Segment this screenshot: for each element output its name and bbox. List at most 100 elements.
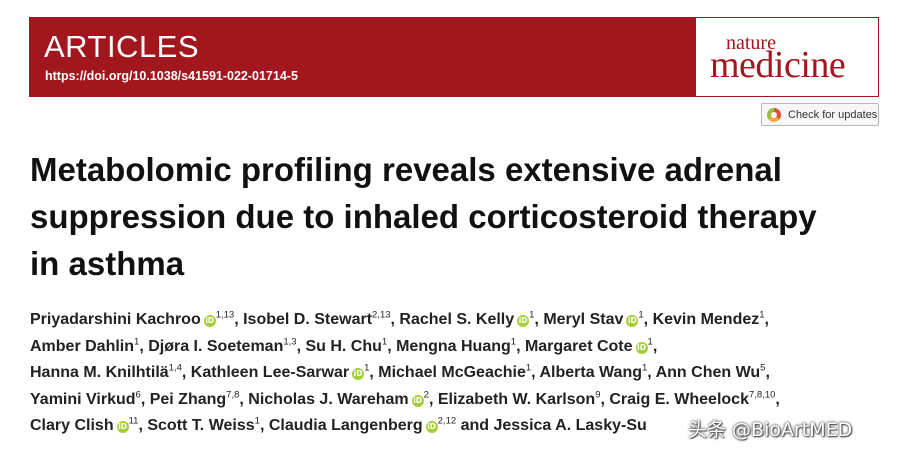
author-entry: Michael McGeachie1, [378, 362, 540, 381]
affiliation-superscript: 7,8 [226, 389, 240, 401]
crossmark-icon [767, 107, 781, 122]
author-name[interactable]: Kathleen Lee-Sarwar [190, 364, 350, 381]
author-separator: , [390, 311, 400, 328]
author-separator: , [139, 337, 149, 355]
author-separator: , [428, 390, 438, 408]
author-name[interactable]: Su H. Chu [305, 337, 382, 355]
check-for-updates-label: Check for updates [788, 108, 878, 121]
author-name[interactable]: Hanna M. Knilhtilä [30, 364, 169, 381]
author-name[interactable]: Jessica A. Lasky-Su [493, 417, 647, 434]
author-name[interactable]: Alberta Wang [539, 364, 642, 381]
author-entry: Alberta Wang1, [539, 362, 656, 381]
author-name[interactable]: Rachel S. Kelly [399, 311, 515, 328]
author-entry: Su H. Chu1, [305, 336, 396, 355]
author-separator: , [643, 311, 653, 328]
author-line: Yamini Virkud6, Pei Zhang7,8, Nicholas J… [30, 387, 900, 414]
affiliation-superscript: 1 [642, 362, 648, 374]
author-name[interactable]: Michael McGeachie [378, 364, 526, 381]
author-separator: , [647, 364, 656, 381]
author-entry: Isobel D. Stewart2,13, [243, 309, 400, 328]
orcid-icon[interactable]: iD [517, 315, 530, 327]
title-line: in asthma [30, 245, 185, 282]
author-line: Priyadarshini Kachroo iD 1,13, Isobel D. S… [30, 307, 900, 334]
orcid-icon[interactable]: iD [203, 315, 216, 327]
author-name[interactable]: Djøra I. Soeteman [148, 337, 284, 355]
logo-line-nature: nature [726, 32, 776, 54]
author-name[interactable]: Ann Chen Wu [655, 364, 761, 381]
title-line: Metabolomic profiling reveals extensive … [30, 151, 782, 188]
logo-line-medicine: medicine [710, 44, 846, 86]
author-entry: Djøra I. Soeteman1,3, [148, 336, 306, 355]
author-separator: , [239, 390, 249, 408]
affiliation-superscript: 2,13 [372, 309, 391, 321]
author-separator: , [138, 417, 148, 434]
orcid-icon[interactable]: iD [116, 421, 129, 433]
author-name[interactable]: Margaret Cote [524, 337, 633, 355]
author-entry: Yamini Virkud6, [30, 389, 150, 408]
orcid-icon[interactable]: iD [425, 421, 438, 433]
author-entry: Margaret Cote iD 1, [524, 337, 658, 355]
author-name[interactable]: Claudia Langenberg [268, 417, 423, 434]
author-entry: Kathleen Lee-Sarwar iD 1, [190, 363, 379, 381]
author-separator: , [531, 364, 540, 381]
orcid-icon[interactable]: iD [411, 394, 424, 407]
affiliation-superscript: 1,13 [215, 309, 235, 321]
author-line: Clary Clish iD 11, Scott T. Weiss1, Claudi… [30, 413, 900, 440]
author-entry: Craig E. Wheelock7,8,10, [609, 390, 780, 408]
author-name[interactable]: Isobel D. Stewart [243, 311, 373, 328]
author-entry: Clary Clish iD 11, [30, 415, 148, 434]
affiliation-superscript: 9 [595, 389, 601, 401]
check-for-updates-button[interactable]: Check for updates [761, 103, 879, 126]
orcid-icon[interactable]: iD [352, 368, 365, 380]
author-name[interactable]: Nicholas J. Wareham [248, 390, 409, 408]
journal-logo[interactable]: nature medicine [695, 17, 879, 97]
author-name[interactable]: Amber Dahlin [30, 337, 135, 355]
author-separator: , [652, 337, 658, 355]
author-entry: Priyadarshini Kachroo iD 1,13, [30, 309, 244, 328]
author-separator: , [296, 337, 306, 355]
affiliation-superscript: 1 [254, 415, 260, 427]
affiliation-superscript: 1 [381, 336, 388, 348]
author-name[interactable]: Meryl Stav [543, 311, 624, 328]
affiliation-superscript: 11 [128, 415, 139, 427]
affiliation-superscript: 1,3 [283, 336, 297, 348]
author-entry: Kevin Mendez1, [652, 309, 769, 328]
author-entry: Nicholas J. Wareham iD 2, [248, 389, 438, 408]
author-separator: and [456, 417, 494, 434]
affiliation-superscript: 6 [135, 389, 141, 401]
author-separator: , [765, 364, 770, 381]
author-name[interactable]: Pei Zhang [149, 390, 227, 408]
author-line: Hanna M. Knilhtilä1,4, Kathleen Lee-Sarw… [30, 360, 900, 387]
author-name[interactable]: Elizabeth W. Karlson [437, 390, 596, 408]
author-name[interactable]: Mengna Huang [396, 337, 511, 355]
author-entry: Pei Zhang7,8, [149, 389, 249, 408]
affiliation-superscript: 1 [759, 309, 765, 321]
author-name[interactable]: Kevin Mendez [652, 311, 760, 328]
affiliation-superscript: 1 [638, 309, 644, 321]
author-entry: Scott T. Weiss1, [147, 415, 269, 434]
title-line: suppression due to inhaled corticosteroi… [30, 198, 817, 235]
author-name[interactable]: Scott T. Weiss [147, 417, 255, 434]
author-separator: , [181, 364, 191, 381]
author-separator: , [140, 390, 150, 408]
orcid-icon[interactable]: iD [635, 341, 648, 354]
author-name[interactable]: Priyadarshini Kachroo [30, 311, 201, 328]
affiliation-superscript: 5 [760, 362, 766, 374]
author-name[interactable]: Craig E. Wheelock [609, 390, 749, 408]
author-separator: , [369, 364, 379, 381]
orcid-icon[interactable]: iD [626, 315, 639, 327]
affiliation-superscript: 1 [134, 336, 140, 348]
section-label: ARTICLES [44, 29, 200, 64]
author-separator: , [764, 311, 769, 328]
author-name[interactable]: Yamini Virkud [30, 390, 136, 408]
affiliation-superscript: 1,4 [168, 362, 182, 374]
author-separator: , [234, 311, 244, 328]
author-entry: Claudia Langenberg iD 2,12 and [268, 416, 494, 434]
author-separator: , [775, 390, 780, 408]
author-name[interactable]: Clary Clish [30, 417, 114, 434]
article-title: Metabolomic profiling reveals extensive … [30, 146, 890, 287]
doi-link[interactable]: https://doi.org/10.1038/s41591-022-01714… [45, 69, 298, 83]
affiliation-superscript: 1 [525, 362, 532, 374]
affiliation-superscript: 2 [423, 389, 429, 401]
author-separator: , [259, 417, 269, 434]
